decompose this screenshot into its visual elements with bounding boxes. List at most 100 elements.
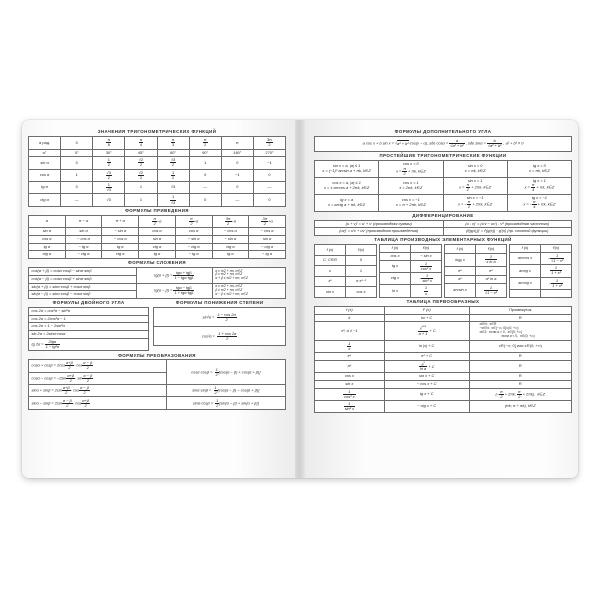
cell: − cos x + C	[383, 379, 470, 389]
cell: α рад.	[28, 136, 62, 150]
table-row: eˣ eˣ + C R	[314, 351, 572, 361]
cell: aˣ	[314, 359, 385, 374]
table-row: tg α 0 1 √3 1 √3 — 0 —	[28, 180, 286, 195]
table-row: aˣ ax ln a + C R	[314, 359, 572, 374]
cell: cos 2α = cos²α − sin²α	[28, 307, 150, 316]
cell: Промежуток	[468, 305, 572, 315]
cell: 180°	[220, 148, 254, 158]
section-title-reduction-formulas: ФОРМУЛЫ ПРИВЕДЕНИЯ	[125, 208, 189, 214]
cell: logₐ x	[444, 252, 476, 268]
table-row: α° 0° 30° 45° 60° 90° 180° 270°	[28, 148, 286, 158]
cell: sin x	[314, 286, 346, 298]
cell: sin x = 0 x = πk, k∈Z	[442, 159, 508, 178]
table-row: f (x) f′(x)	[379, 244, 442, 253]
cell: eˣ	[475, 266, 507, 276]
solution: x = π + 2πk, k∈Z	[395, 201, 426, 207]
cell: √3 2	[156, 156, 190, 170]
cell: arcsin x	[444, 283, 476, 298]
cell: cos α	[174, 227, 213, 236]
table-row: f (x) f′(x)	[509, 244, 572, 253]
table-row: xᵅ, α ≠ −1 xα+1 α + 1 + C α∈N: x∈R −α∈N: …	[314, 321, 572, 341]
cell: f′(x)	[475, 244, 507, 254]
book-spine	[295, 120, 305, 478]
cell: − ctg α	[174, 242, 213, 252]
cell: sin α	[248, 234, 286, 244]
cell: 0	[60, 136, 94, 150]
cell: α	[28, 214, 66, 229]
cell: tg x = −1 x = − π 4 + πk, k∈Z	[506, 193, 572, 212]
table-row: 1 sin² x − ctg x + C (πk; π + πk), k∈Z	[314, 399, 572, 414]
cell: xⁿ	[314, 275, 346, 288]
cell: tg 2α = 2tgα 1 − tg²α	[28, 337, 150, 352]
cell: − ctg α	[248, 242, 286, 252]
cell: ctg α	[28, 250, 66, 259]
table-row: cos 2α = cos²α − sin²α	[28, 307, 150, 316]
cell: 1	[124, 193, 158, 207]
cell: sin(α + β) = sinα·cosβ + cosα·sinβ	[28, 282, 137, 292]
cell: eˣ	[314, 351, 385, 361]
equation: sin x = −1	[466, 194, 484, 200]
cell: —	[60, 193, 94, 207]
cell: sinα − sinβ = 2sin α − β 2 · cos α+β 2	[28, 396, 167, 410]
table-row: sinα − sinβ = 2sin α − β 2 · cos α+β 2 sinα·c…	[28, 396, 286, 410]
cell: −1 sin² x	[410, 271, 442, 286]
cell: cos α	[138, 227, 176, 236]
cell: sin α	[28, 227, 66, 236]
cell: R	[468, 313, 572, 323]
cell: tg x + C	[383, 387, 470, 401]
cell: − sin α	[101, 227, 140, 236]
table-row: sin x − cos x + C R	[314, 379, 572, 389]
cell: R	[468, 359, 572, 374]
cell: x	[314, 265, 346, 277]
section-title-transformation: ФОРМУЛЫ ПРЕОБРАЗОВАНИЯ	[118, 352, 196, 358]
cell: xᵅ, α ≠ −1	[314, 321, 385, 341]
equation: cos x = −1	[401, 197, 420, 203]
cell: − tg α	[174, 250, 213, 259]
cell: aˣ ln a	[475, 274, 507, 285]
cell: ln |x| + C	[383, 339, 470, 353]
cell: (πk; π + πk), k∈Z	[468, 399, 572, 414]
cell: cos(α + β) = cosα·cosβ − sinα·sinβ	[28, 267, 137, 276]
equation: sin x = a, |a| ≤ 1	[332, 163, 361, 169]
cell: cos 2α = 1 − 2sin²α	[28, 322, 150, 332]
cell: 1 √1 − x²	[475, 283, 507, 298]
condition: α + β ≠ π/2 + πn, n∈Z	[215, 276, 248, 281]
cell: 270°	[252, 148, 286, 158]
cell: sinα·sinβ = 1 2 [cos(α − β) − cos(α + β)]	[165, 384, 286, 398]
cell: π − α	[64, 214, 103, 229]
cell: √3	[92, 193, 126, 207]
table-row: cos x = a, |a| ≤ 1 x = ± arccos a + 2πk,…	[314, 176, 572, 195]
cell-conditions: α ≠ π/2 + πn, n∈Z β ≠ π/2 + πn, n∈Z α + …	[211, 267, 286, 284]
cell: eˣ	[444, 266, 476, 276]
cell: −1	[252, 156, 286, 170]
condition: α − β ≠ π/2 + πn, n∈Z	[215, 291, 248, 296]
table-row: C, C∈R 0	[314, 254, 377, 267]
condition: α ≠ π/2 + πn, n∈Z	[215, 268, 243, 273]
section-title-trig-values: ЗНАЧЕНИЯ ТРИГОНОМЕТРИЧЕСКИХ ФУНКЦИЙ	[97, 129, 217, 135]
cell: 1	[188, 156, 222, 170]
table-reduction-formulas: α π − α π + α π 2 −α π 2 +α 3π 2 −α 3π 2 +α sin …	[28, 214, 286, 259]
table-row: sin x = a, |a| ≤ 1 x = (−1)ⁿ arcsin a + …	[314, 159, 572, 178]
cell: cos x	[314, 372, 385, 381]
cell: − tg α	[64, 242, 103, 252]
cell: n·xⁿ⁻¹	[345, 275, 377, 288]
table-row: arcsin x 1 √1 − x²	[444, 283, 507, 298]
table-row: eˣ eˣ	[444, 266, 507, 276]
table-row: tg x = a x = arctg a + πk, k∈Z cos x = −…	[314, 193, 572, 212]
cell: cos(α − β) = cosα·cosβ + sinα·sinβ	[28, 274, 137, 284]
table-row: cos 2α = 2cos²α − 1	[28, 314, 150, 324]
cell: cos x	[345, 286, 377, 298]
cell: tg x	[379, 259, 411, 273]
cell: f′(x)	[410, 244, 442, 253]
